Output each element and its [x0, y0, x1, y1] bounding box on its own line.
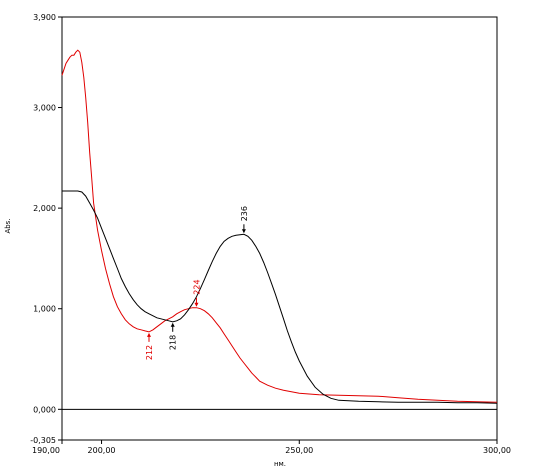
x-tick-label: 200,00: [88, 446, 116, 455]
y-tick-label: 2,000: [33, 204, 56, 213]
x-axis-label: нм.: [274, 460, 286, 468]
y-tick-label: 1,000: [33, 305, 56, 314]
peak-label: 218: [169, 335, 178, 350]
peak-marker-212: 212: [145, 332, 154, 360]
x-axis-ticks: 190,00 200,00 250,00 300,00: [32, 440, 511, 455]
x-tick-label: 300,00: [483, 446, 511, 455]
y-tick-label: 3,900: [33, 13, 56, 22]
series-layer: [61, 49, 498, 404]
peak-marker-224: 224: [192, 279, 201, 307]
plot-frame: [61, 16, 498, 441]
y-tick-label: -0,305: [30, 436, 56, 445]
series-line-1: [62, 190, 498, 404]
y-tick-label: 3,000: [33, 104, 56, 113]
y-tick-label: 0,000: [33, 405, 56, 414]
peak-label: 224: [192, 279, 201, 294]
x-tick-label: 190,00: [32, 446, 60, 455]
series-line-0: [61, 49, 498, 403]
x-tick-label: 250,00: [285, 446, 313, 455]
peak-label: 236: [240, 206, 249, 221]
peak-label: 212: [145, 345, 154, 360]
peak-marker-218: 218: [169, 322, 178, 350]
y-axis-ticks: 3,900 3,000 2,000 1,000 0,000 -0,305: [30, 13, 62, 445]
peak-annotations: 212 224 218 236: [145, 206, 249, 360]
peak-marker-236: 236: [240, 206, 249, 234]
y-axis-label: Abs.: [4, 218, 12, 233]
